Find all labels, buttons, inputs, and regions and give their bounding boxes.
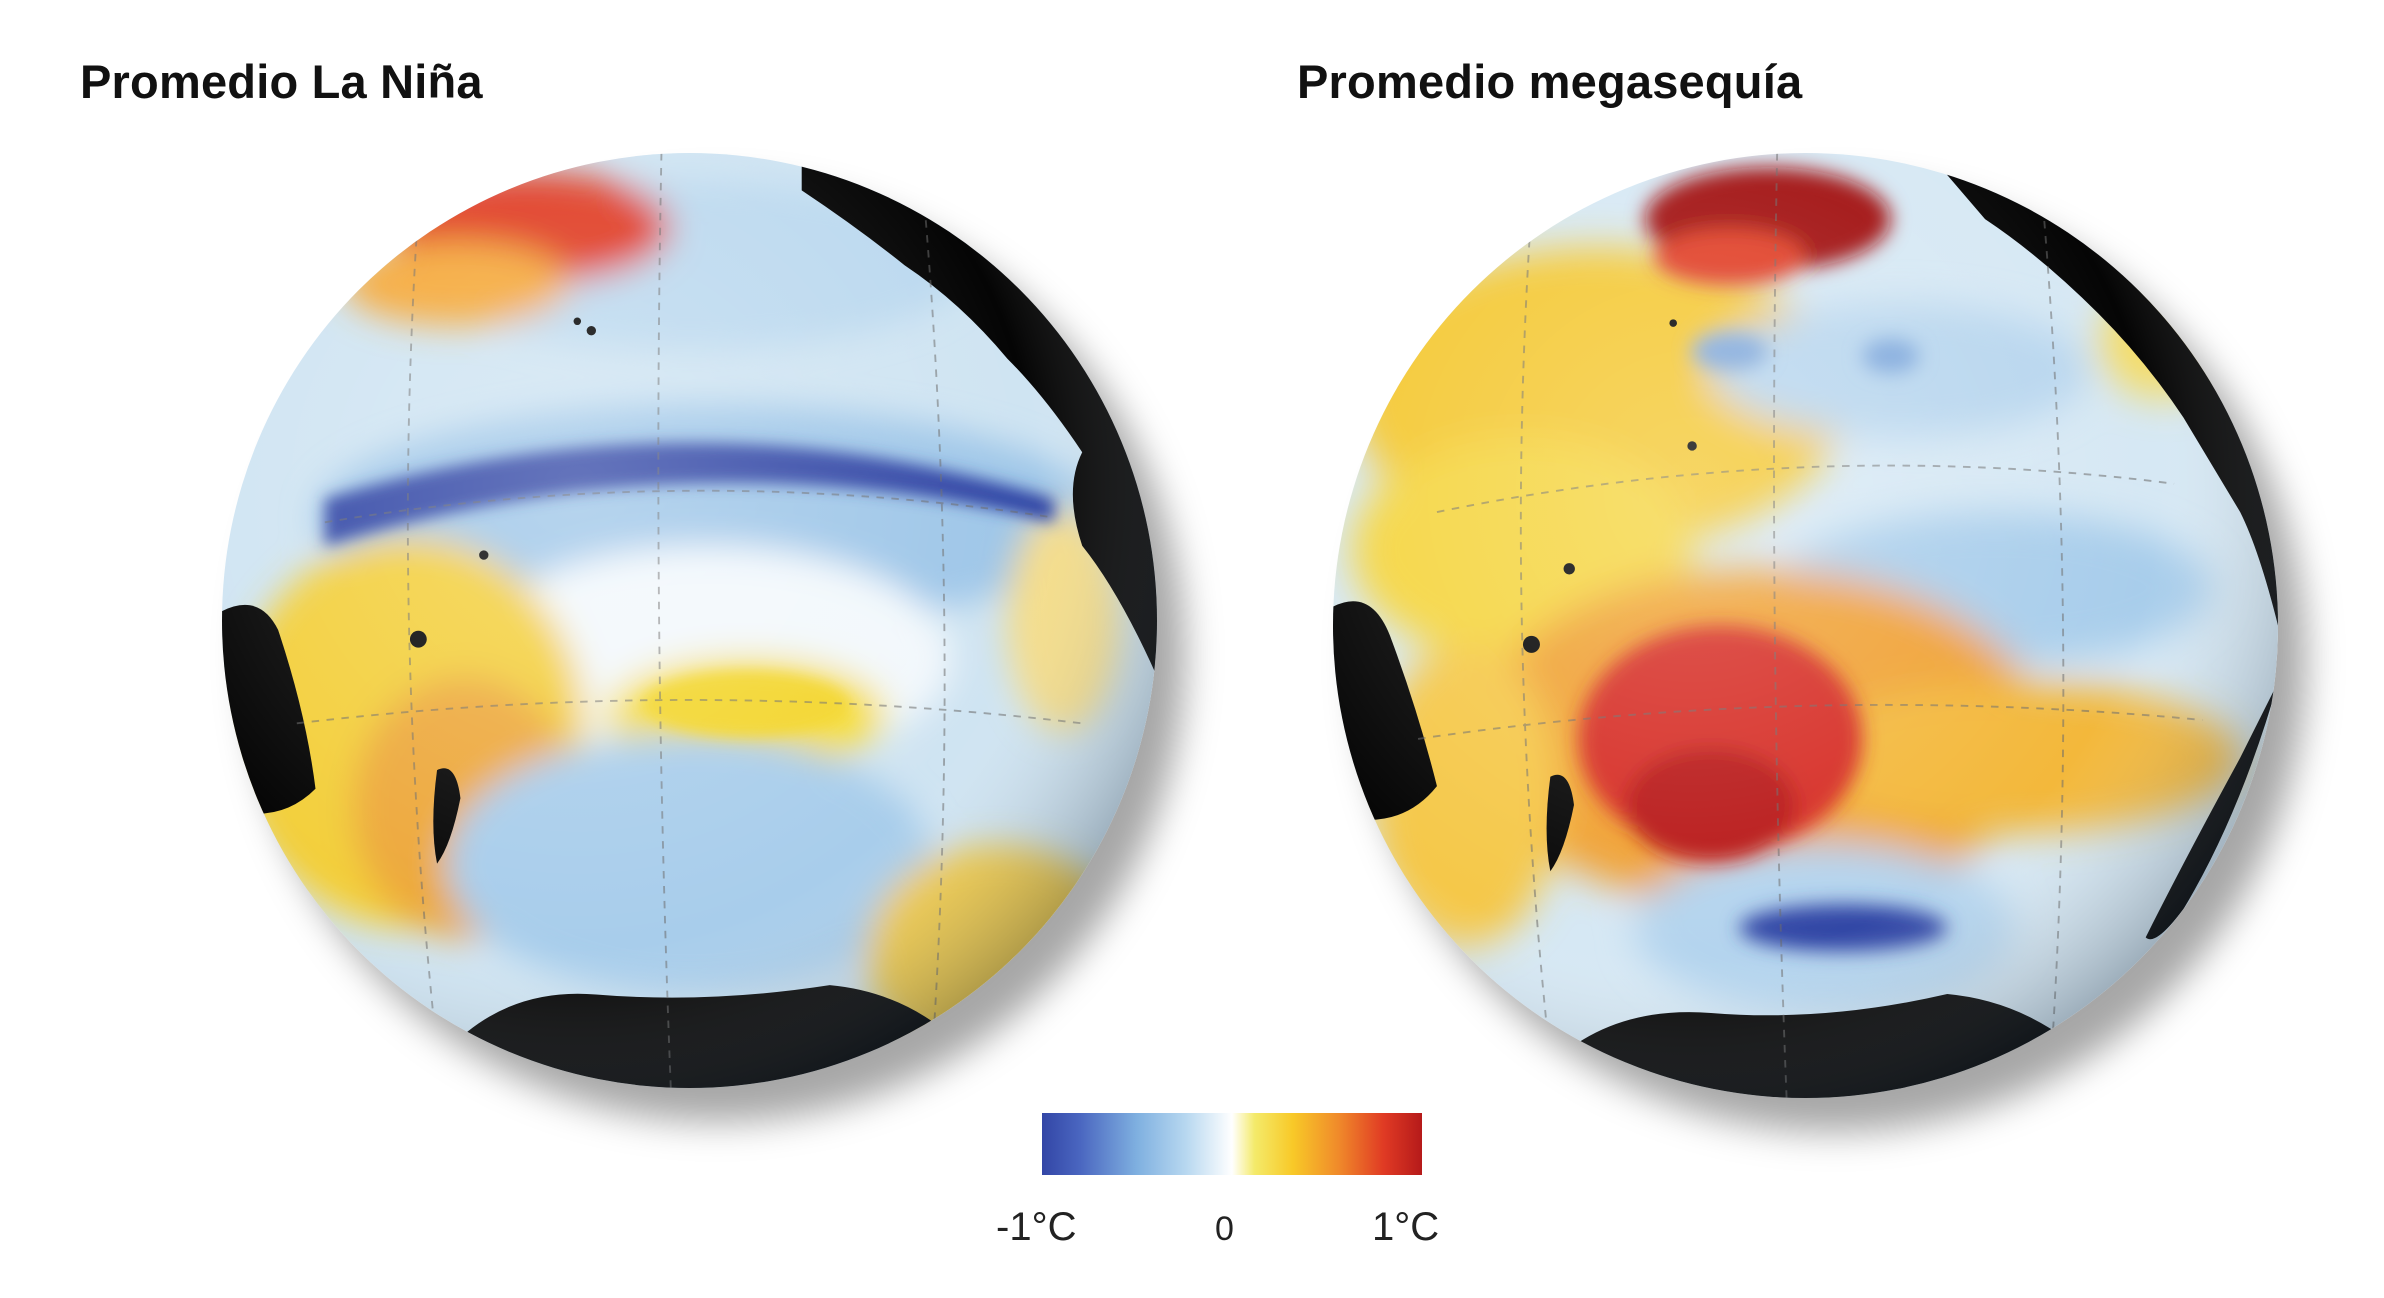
legend-mid-label: 0 <box>1215 1210 1234 1248</box>
legend-max-label: 1°C <box>1372 1205 1440 1249</box>
globe-megadrought <box>1333 153 2278 1098</box>
color-scale-bar <box>1042 1113 1422 1175</box>
panel-title-la-nina: Promedio La Niña <box>80 55 483 108</box>
panel-title-megadrought: Promedio megasequía <box>1297 55 1803 108</box>
legend-min-label: -1°C <box>996 1205 1077 1249</box>
globe-la-nina <box>222 153 1157 1088</box>
